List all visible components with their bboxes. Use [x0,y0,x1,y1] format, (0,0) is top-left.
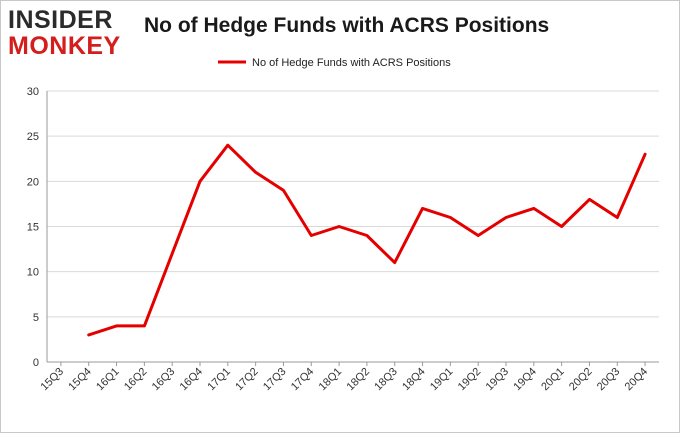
x-tick-label: 17Q1 [205,366,233,394]
x-tick-label: 16Q3 [150,366,178,394]
x-tick-label: 19Q2 [456,366,484,394]
data-point [254,171,257,174]
legend-label: No of Hedge Funds with ACRS Positions [252,57,451,69]
x-tick-label: 17Q3 [261,366,289,394]
x-tick-label: 15Q3 [39,366,67,394]
y-tick-label: 5 [33,312,39,324]
data-point [504,216,508,219]
data-point [588,198,591,201]
x-tick-label: 20Q1 [539,366,567,394]
insider-monkey-logo: INSIDER MONKEY [8,8,121,59]
data-point [115,324,118,328]
x-tick-label: 17Q4 [289,366,317,394]
x-tick-label: 20Q3 [595,366,623,394]
x-tick-label: 19Q1 [428,366,456,394]
data-point [643,153,647,156]
chart-title: No of Hedge Funds with ACRS Positions [144,14,550,37]
data-point [616,216,619,219]
data-point [282,189,285,192]
x-tick-label: 18Q4 [400,366,428,394]
data-point [87,333,90,337]
data-point [560,225,563,228]
x-tick-label: 18Q3 [372,366,400,394]
x-tick-label: 18Q1 [317,366,345,394]
data-point [532,207,536,210]
data-point [365,234,369,237]
x-tick-label: 20Q2 [567,366,595,394]
data-point [198,180,202,183]
y-tick-label: 15 [27,222,39,234]
y-tick-label: 25 [27,131,39,143]
y-tick-label: 10 [27,267,39,279]
x-tick-label: 19Q4 [511,366,539,394]
data-point [476,234,480,237]
data-point [449,216,452,219]
x-tick-label: 17Q2 [233,366,261,394]
x-tick-label: 16Q4 [178,366,206,394]
data-point [143,324,146,328]
x-tick-label: 19Q3 [484,366,512,394]
x-tick-label: 20Q4 [623,366,651,394]
data-point [310,234,313,237]
series-line-0 [87,143,647,337]
logo-line-2: MONKEY [8,32,121,60]
data-point [393,261,396,264]
data-point [226,144,230,147]
data-point [421,207,424,210]
data-point [337,225,341,228]
y-tick-label: 30 [27,86,39,98]
x-tick-label: 18Q2 [345,366,373,394]
x-tick-label: 15Q4 [66,366,94,394]
x-tick-label: 16Q2 [122,366,150,394]
y-tick-label: 20 [27,176,39,188]
logo-line-1: INSIDER [8,6,113,34]
data-point [170,252,174,255]
x-tick-label: 16Q1 [94,366,122,394]
y-tick-label: 0 [33,357,39,369]
